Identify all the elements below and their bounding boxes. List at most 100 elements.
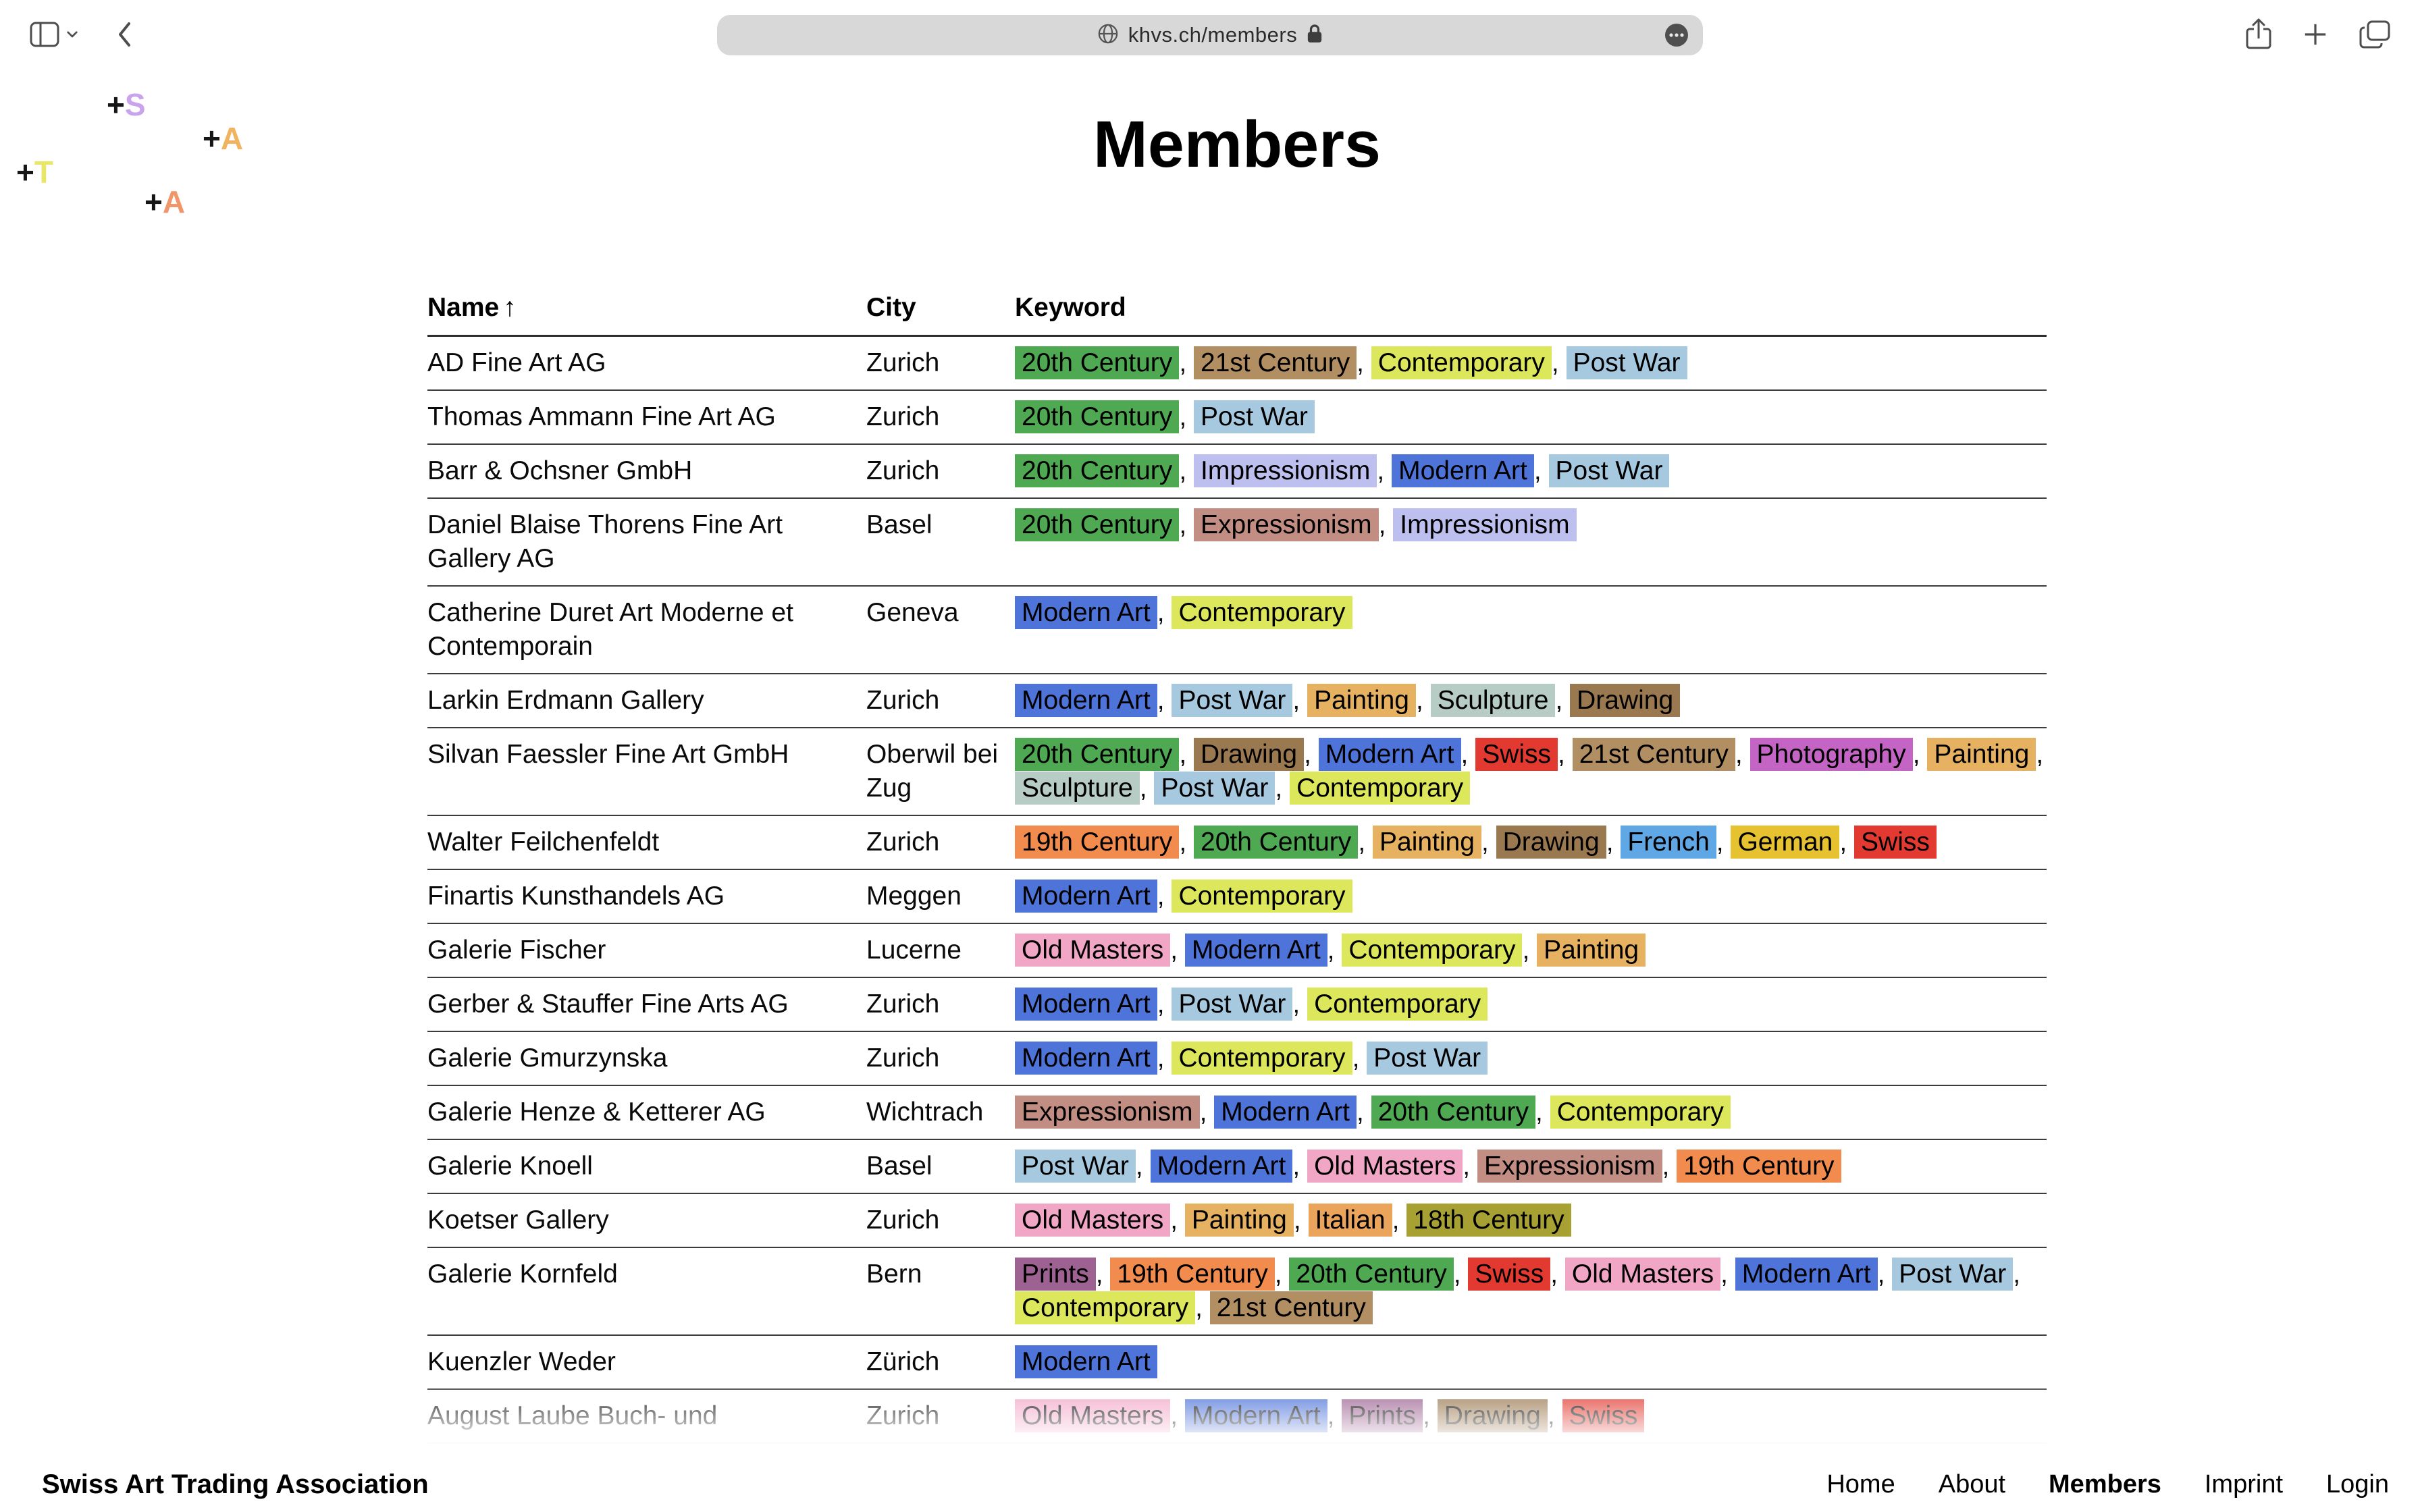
keyword-tag[interactable]: Post War xyxy=(1172,987,1293,1021)
keyword-tag[interactable]: Painting xyxy=(1307,683,1416,717)
keyword-tag[interactable]: Modern Art xyxy=(1184,1399,1327,1432)
keyword-tag[interactable]: Contemporary xyxy=(1307,987,1488,1021)
keyword-tag[interactable]: 20th Century xyxy=(1015,454,1180,487)
keyword-tag[interactable]: Swiss xyxy=(1562,1399,1645,1432)
keyword-tag[interactable]: Post War xyxy=(1566,346,1687,379)
keyword-tag[interactable]: Contemporary xyxy=(1172,879,1352,913)
member-name[interactable]: Larkin Erdmann Gallery xyxy=(427,673,866,728)
keyword-tag[interactable]: 20th Century xyxy=(1015,737,1180,771)
new-tab-button[interactable] xyxy=(2303,22,2328,49)
keyword-tag[interactable]: Post War xyxy=(1548,454,1670,487)
keyword-tag[interactable]: Modern Art xyxy=(1015,1345,1157,1378)
member-name[interactable]: Gerber & Stauffer Fine Arts AG xyxy=(427,977,866,1032)
keyword-tag[interactable]: Contemporary xyxy=(1550,1095,1731,1129)
keyword-tag[interactable]: Contemporary xyxy=(1371,346,1552,379)
keyword-tag[interactable]: Old Masters xyxy=(1015,1203,1171,1237)
keyword-tag[interactable]: Impressionism xyxy=(1194,454,1377,487)
keyword-tag[interactable]: 18th Century xyxy=(1406,1203,1571,1237)
keyword-tag[interactable]: Painting xyxy=(1373,825,1481,859)
keyword-tag[interactable]: French xyxy=(1621,825,1716,859)
member-name[interactable]: Galerie Henze & Ketterer AG xyxy=(427,1085,866,1140)
keyword-tag[interactable]: Contemporary xyxy=(1172,1041,1352,1075)
member-name[interactable]: Koetser Gallery xyxy=(427,1193,866,1248)
keyword-tag[interactable]: 21st Century xyxy=(1572,737,1735,771)
member-name[interactable]: Galerie Gmurzynska xyxy=(427,1031,866,1086)
keyword-tag[interactable]: 21st Century xyxy=(1209,1291,1373,1324)
keyword-tag[interactable]: Modern Art xyxy=(1015,987,1157,1021)
keyword-tag[interactable]: Photography xyxy=(1750,737,1913,771)
keyword-tag[interactable]: Modern Art xyxy=(1392,454,1534,487)
member-name[interactable]: Finartis Kunsthandels AG xyxy=(427,869,866,924)
sidebar-toggle-button[interactable] xyxy=(30,22,78,49)
footer-nav-about[interactable]: About xyxy=(1938,1469,2006,1498)
keyword-tag[interactable]: Prints xyxy=(1015,1257,1096,1291)
keyword-tag[interactable]: Expressionism xyxy=(1194,508,1379,541)
keyword-tag[interactable]: Old Masters xyxy=(1564,1257,1721,1291)
back-button[interactable] xyxy=(116,21,132,50)
keyword-tag[interactable]: Impressionism xyxy=(1393,508,1577,541)
page-menu-button[interactable] xyxy=(1664,22,1689,48)
footer-nav-members[interactable]: Members xyxy=(2049,1469,2161,1498)
keyword-tag[interactable]: Swiss xyxy=(1468,1257,1551,1291)
keyword-tag[interactable]: 20th Century xyxy=(1289,1257,1454,1291)
keyword-tag[interactable]: Modern Art xyxy=(1735,1257,1878,1291)
keyword-tag[interactable]: Drawing xyxy=(1194,737,1305,771)
keyword-tag[interactable]: Italian xyxy=(1308,1203,1392,1237)
member-name[interactable]: Barr & Ochsner GmbH xyxy=(427,443,866,499)
keyword-tag[interactable]: 20th Century xyxy=(1015,346,1180,379)
member-name[interactable]: Galerie Fischer xyxy=(427,923,866,978)
keyword-tag[interactable]: Modern Art xyxy=(1214,1095,1357,1129)
keyword-tag[interactable]: Post War xyxy=(1367,1041,1488,1075)
keyword-tag[interactable]: 21st Century xyxy=(1194,346,1357,379)
keyword-tag[interactable]: Drawing xyxy=(1570,683,1681,717)
keyword-tag[interactable]: Expressionism xyxy=(1015,1095,1200,1129)
keyword-tag[interactable]: Modern Art xyxy=(1015,683,1157,717)
share-button[interactable] xyxy=(2246,18,2271,53)
keyword-tag[interactable]: Post War xyxy=(1194,400,1315,433)
keyword-tag[interactable]: Modern Art xyxy=(1015,1041,1157,1075)
keyword-tag[interactable]: Contemporary xyxy=(1172,595,1352,629)
keyword-tag[interactable]: Sculpture xyxy=(1015,771,1140,805)
keyword-tag[interactable]: 20th Century xyxy=(1371,1095,1536,1129)
member-name[interactable]: Kuenzler Weder xyxy=(427,1334,866,1390)
keyword-tag[interactable]: Modern Art xyxy=(1150,1149,1293,1183)
keyword-tag[interactable]: Painting xyxy=(1537,933,1646,967)
member-name[interactable]: Galerie Kornfeld xyxy=(427,1247,866,1336)
footer-nav-imprint[interactable]: Imprint xyxy=(2204,1469,2284,1498)
keyword-tag[interactable]: German xyxy=(1731,825,1840,859)
member-name[interactable]: Silvan Faessler Fine Art GmbH xyxy=(427,727,866,816)
member-name[interactable]: Thomas Ammann Fine Art AG xyxy=(427,389,866,445)
keyword-tag[interactable]: Modern Art xyxy=(1015,879,1157,913)
column-header-keyword[interactable]: Keyword xyxy=(1015,292,2047,337)
keyword-tag[interactable]: Painting xyxy=(1184,1203,1294,1237)
member-name[interactable]: Walter Feilchenfeldt xyxy=(427,815,866,870)
keyword-tag[interactable]: Modern Art xyxy=(1015,595,1157,629)
member-name[interactable]: Daniel Blaise Thorens Fine Art Gallery A… xyxy=(427,497,866,587)
keyword-tag[interactable]: Post War xyxy=(1892,1257,2014,1291)
tab-overview-button[interactable] xyxy=(2359,20,2390,51)
column-header-name[interactable]: Name ↑ xyxy=(427,292,866,337)
keyword-tag[interactable]: 20th Century xyxy=(1015,400,1180,433)
member-name[interactable]: August Laube Buch- und xyxy=(427,1388,866,1444)
keyword-tag[interactable]: Contemporary xyxy=(1015,1291,1196,1324)
keyword-tag[interactable]: Prints xyxy=(1342,1399,1423,1432)
keyword-tag[interactable]: 19th Century xyxy=(1677,1149,1841,1183)
keyword-tag[interactable]: Drawing xyxy=(1437,1399,1548,1432)
address-bar[interactable]: khvs.ch/members xyxy=(717,15,1703,55)
keyword-tag[interactable]: Expressionism xyxy=(1477,1149,1662,1183)
footer-nav-login[interactable]: Login xyxy=(2326,1469,2389,1498)
column-header-city[interactable]: City xyxy=(866,292,1015,337)
keyword-tag[interactable]: Painting xyxy=(1927,737,2036,771)
keyword-tag[interactable]: Drawing xyxy=(1496,825,1606,859)
keyword-tag[interactable]: Post War xyxy=(1172,683,1293,717)
keyword-tag[interactable]: Modern Art xyxy=(1318,737,1461,771)
keyword-tag[interactable]: 19th Century xyxy=(1015,825,1180,859)
keyword-tag[interactable]: Old Masters xyxy=(1307,1149,1463,1183)
keyword-tag[interactable]: Old Masters xyxy=(1015,1399,1171,1432)
keyword-tag[interactable]: Contemporary xyxy=(1342,933,1523,967)
member-name[interactable]: Catherine Duret Art Moderne et Contempor… xyxy=(427,585,866,674)
footer-nav-home[interactable]: Home xyxy=(1826,1469,1895,1498)
member-name[interactable]: AD Fine Art AG xyxy=(427,335,866,391)
keyword-tag[interactable]: Sculpture xyxy=(1430,683,1556,717)
member-name[interactable]: Galerie Knoell xyxy=(427,1139,866,1194)
